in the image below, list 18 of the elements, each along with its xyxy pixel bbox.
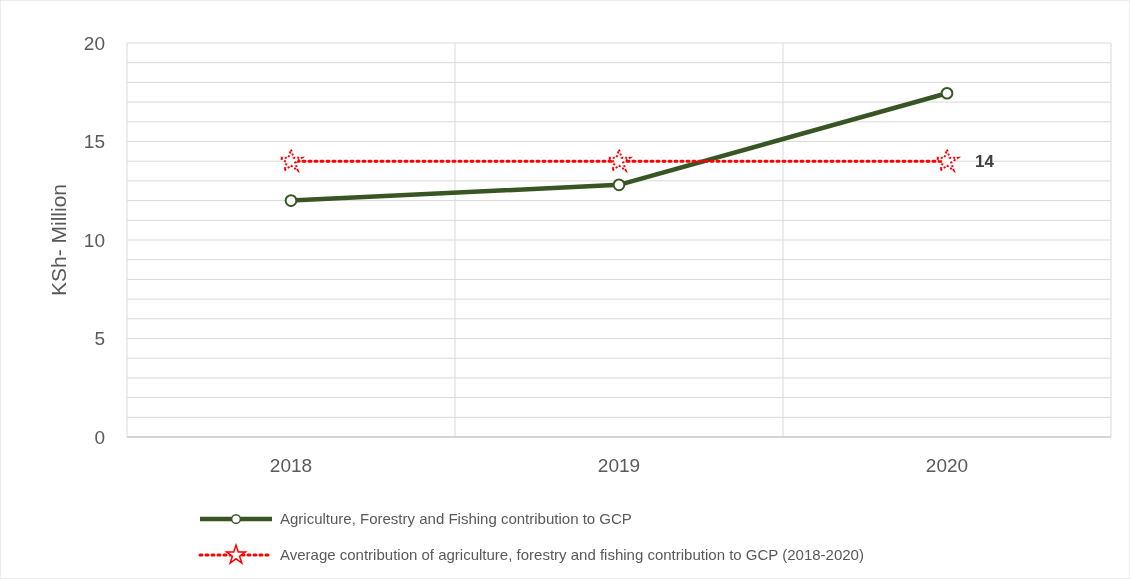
point (284, 194, 298, 207)
y-tick-label: 5 (94, 328, 105, 350)
y-tick-label: 15 (83, 131, 105, 153)
x-tick-label: 2020 (925, 455, 969, 476)
y-axis-title: KSh- Million (47, 183, 70, 297)
x-tick-label: 2019 (597, 455, 641, 476)
data-label: 14 (975, 152, 995, 172)
y-tick-label: 20 (83, 32, 105, 54)
point (935, 148, 959, 172)
y-tick-label: 0 (94, 426, 105, 448)
y-tick-label: 10 (83, 229, 105, 251)
legend-label: Average contribution of agriculture, forestry and fishing contribution to GCP (2018-2020) (280, 546, 864, 564)
point (940, 86, 954, 100)
point (612, 178, 626, 192)
point (607, 148, 631, 172)
point (279, 148, 303, 172)
x-tick-label: 2018 (269, 455, 313, 476)
legend-label: Agriculture, Forestry and Fishing contribution to GCP (280, 510, 632, 528)
